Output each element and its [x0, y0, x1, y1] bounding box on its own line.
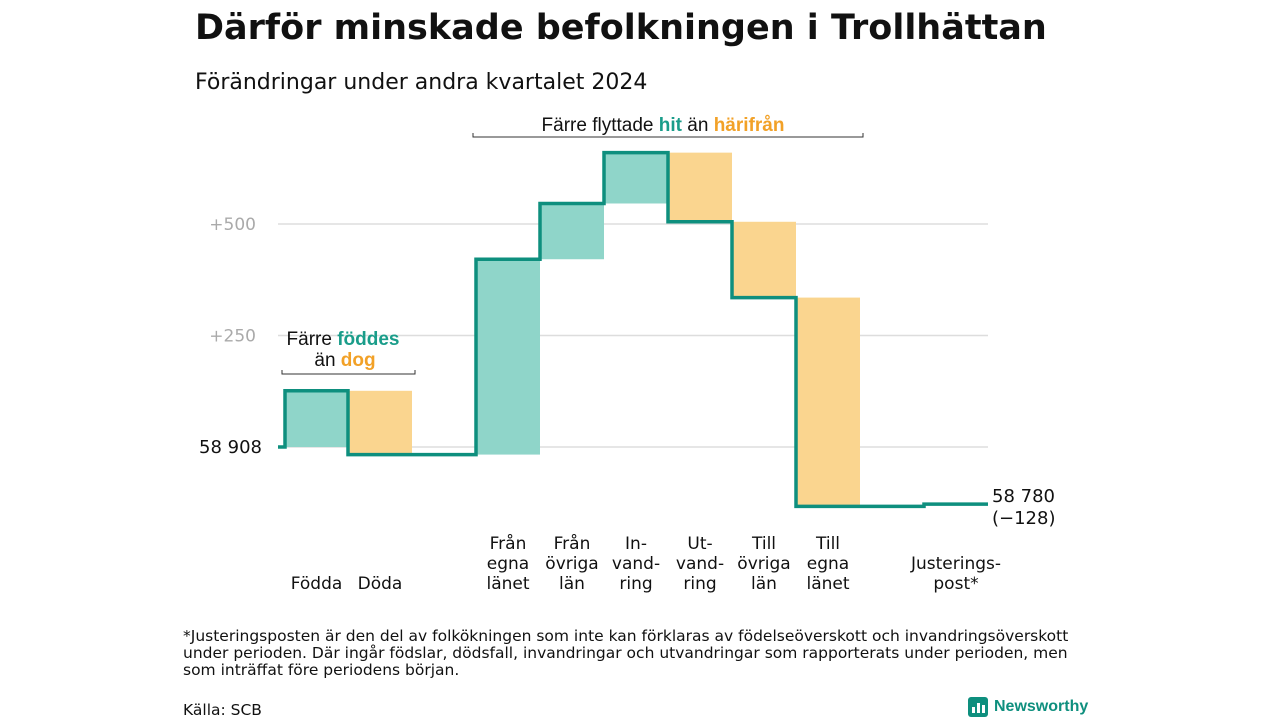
category-label: post* [933, 574, 978, 594]
category-label: län [559, 574, 585, 594]
brand-name: Newsworthy [994, 698, 1089, 715]
bar [476, 259, 540, 455]
category-label: Justerings- [910, 554, 1001, 574]
births-bracket [281, 370, 416, 375]
bar [796, 297, 860, 507]
migration-annotation: Färre flyttade hit än härifrån [542, 115, 785, 136]
category-label: Från [554, 533, 591, 554]
bar [604, 152, 668, 204]
category-label: län [751, 574, 777, 594]
bar [668, 152, 732, 222]
category-label: vand- [612, 554, 660, 574]
category-label: Från [490, 533, 527, 554]
category-label: vand- [676, 554, 724, 574]
start-value-label: 58 908 [199, 437, 262, 458]
category-label: ring [683, 574, 716, 594]
bar [285, 390, 348, 447]
source-label: Källa: SCB [183, 701, 262, 719]
cumulative-line [278, 150, 988, 509]
category-label: länet [806, 574, 849, 594]
category-label: övriga [737, 554, 790, 574]
category-label: Ut- [687, 534, 712, 554]
y-tick-label: +250 [209, 327, 256, 347]
category-label: Till [751, 534, 776, 554]
bar [732, 221, 796, 298]
footnote: *Justeringsposten är den del av folkökni… [183, 627, 1069, 679]
end-change-label: (−128) [992, 508, 1055, 529]
y-tick-label: +500 [209, 215, 256, 235]
category-label: egna [487, 554, 529, 574]
bar [540, 203, 604, 260]
chart-title: Därför minskade befolkningen i Trollhätt… [195, 8, 1047, 48]
end-value-label: 58 780 [992, 486, 1055, 507]
category-label: Till [815, 534, 840, 554]
category-label: länet [486, 574, 529, 594]
bar [348, 390, 412, 455]
category-label: In- [625, 534, 647, 554]
category-label: egna [807, 554, 849, 574]
births-annotation-line2: än dog [314, 350, 375, 371]
chart-subtitle: Förändringar under andra kvartalet 2024 [195, 70, 648, 95]
migration-bracket [472, 133, 864, 138]
births-annotation-line1: Färre föddes [287, 329, 400, 350]
bar-chart-icon [968, 697, 988, 717]
category-label: Födda [291, 574, 343, 594]
category-label: ring [619, 574, 652, 594]
category-label: Döda [358, 574, 403, 594]
category-label: övriga [545, 554, 598, 574]
brand-logo: Newsworthy [968, 697, 1088, 717]
